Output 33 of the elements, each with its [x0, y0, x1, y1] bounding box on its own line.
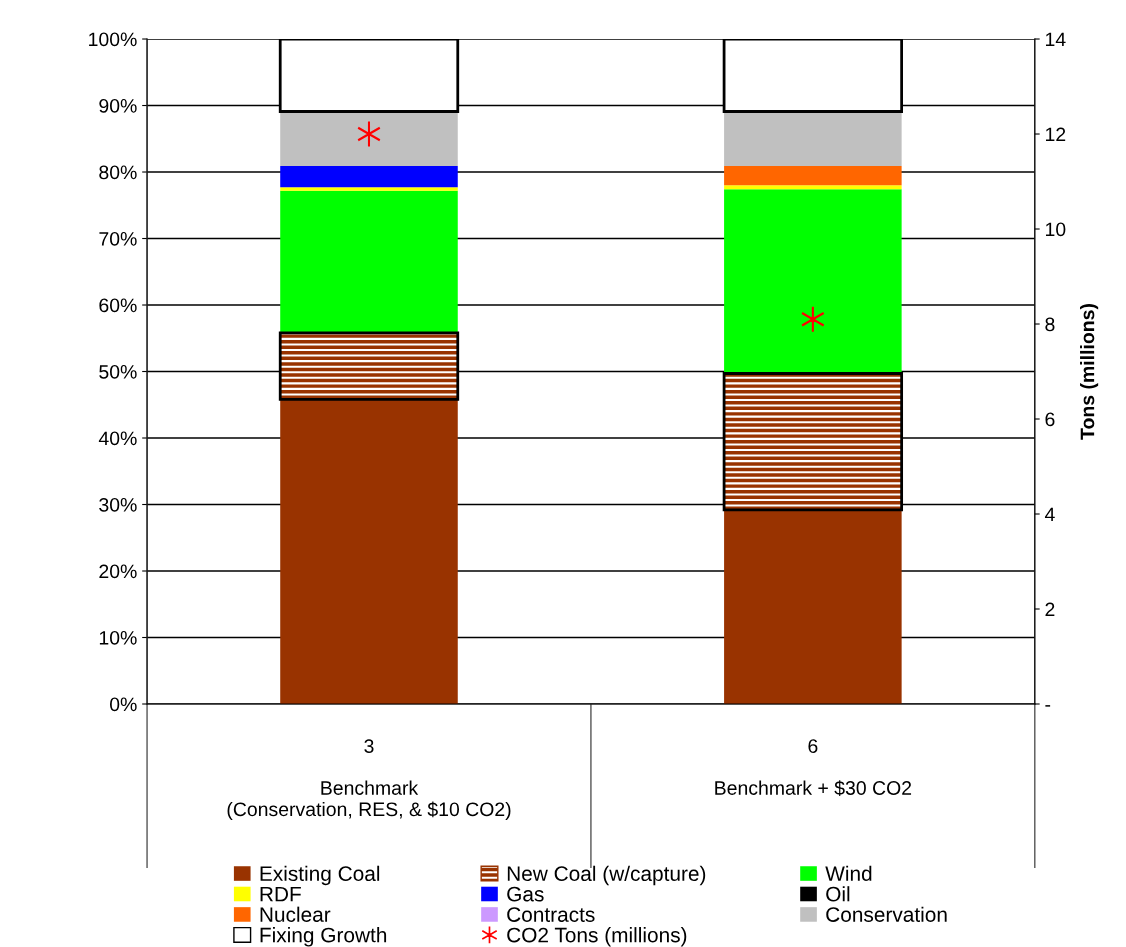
- legend-label: Fixing Growth: [260, 927, 387, 947]
- legend-label: Contracts: [507, 907, 595, 922]
- y-tick-label: 60%: [99, 298, 137, 313]
- y2-tick-label: 12: [1046, 127, 1066, 142]
- y-tick-label: 100%: [89, 32, 137, 47]
- y2-tick-label: 10: [1046, 222, 1066, 237]
- y2-tick-label: 8: [1045, 317, 1055, 332]
- legend-label: CO2 Tons (millions): [507, 927, 687, 947]
- y-tick-label: 40%: [98, 431, 137, 446]
- legend-label: Gas: [507, 886, 544, 902]
- category-label: 6 Benchmark + $30 CO2: [715, 739, 912, 797]
- y-tick-label: 80%: [99, 165, 137, 180]
- y2-tick-label: -: [1045, 705, 1051, 707]
- y-tick-label: 70%: [99, 231, 137, 246]
- y-tick-label: 30%: [99, 497, 137, 512]
- y-tick-label: 50%: [99, 364, 137, 379]
- category-label: 3 Benchmark (Conservation, RES, & $10 CO2): [227, 739, 511, 821]
- y2-axis-title: Tons (millions): [1080, 304, 1099, 440]
- y2-tick-label: 6: [1045, 412, 1055, 427]
- y-tick-label: 90%: [99, 98, 137, 113]
- y-tick-label: 0%: [109, 697, 137, 712]
- legend-label: Conservation: [826, 906, 947, 922]
- legend-label: Existing Coal: [260, 865, 380, 886]
- y-tick-label: 10%: [99, 630, 137, 645]
- legend-label: Oil: [826, 886, 850, 902]
- y2-tick-label: 14: [1046, 32, 1066, 47]
- y2-tick-label: 2: [1045, 602, 1055, 617]
- y2-tick-label: 4: [1044, 507, 1055, 522]
- legend-label: New Coal (w/capture): [507, 865, 706, 886]
- y-tick-label: 20%: [99, 564, 137, 579]
- legend-label: RDF: [260, 886, 301, 902]
- legend-label: Wind: [825, 865, 872, 882]
- legend-label: Nuclear: [260, 906, 331, 922]
